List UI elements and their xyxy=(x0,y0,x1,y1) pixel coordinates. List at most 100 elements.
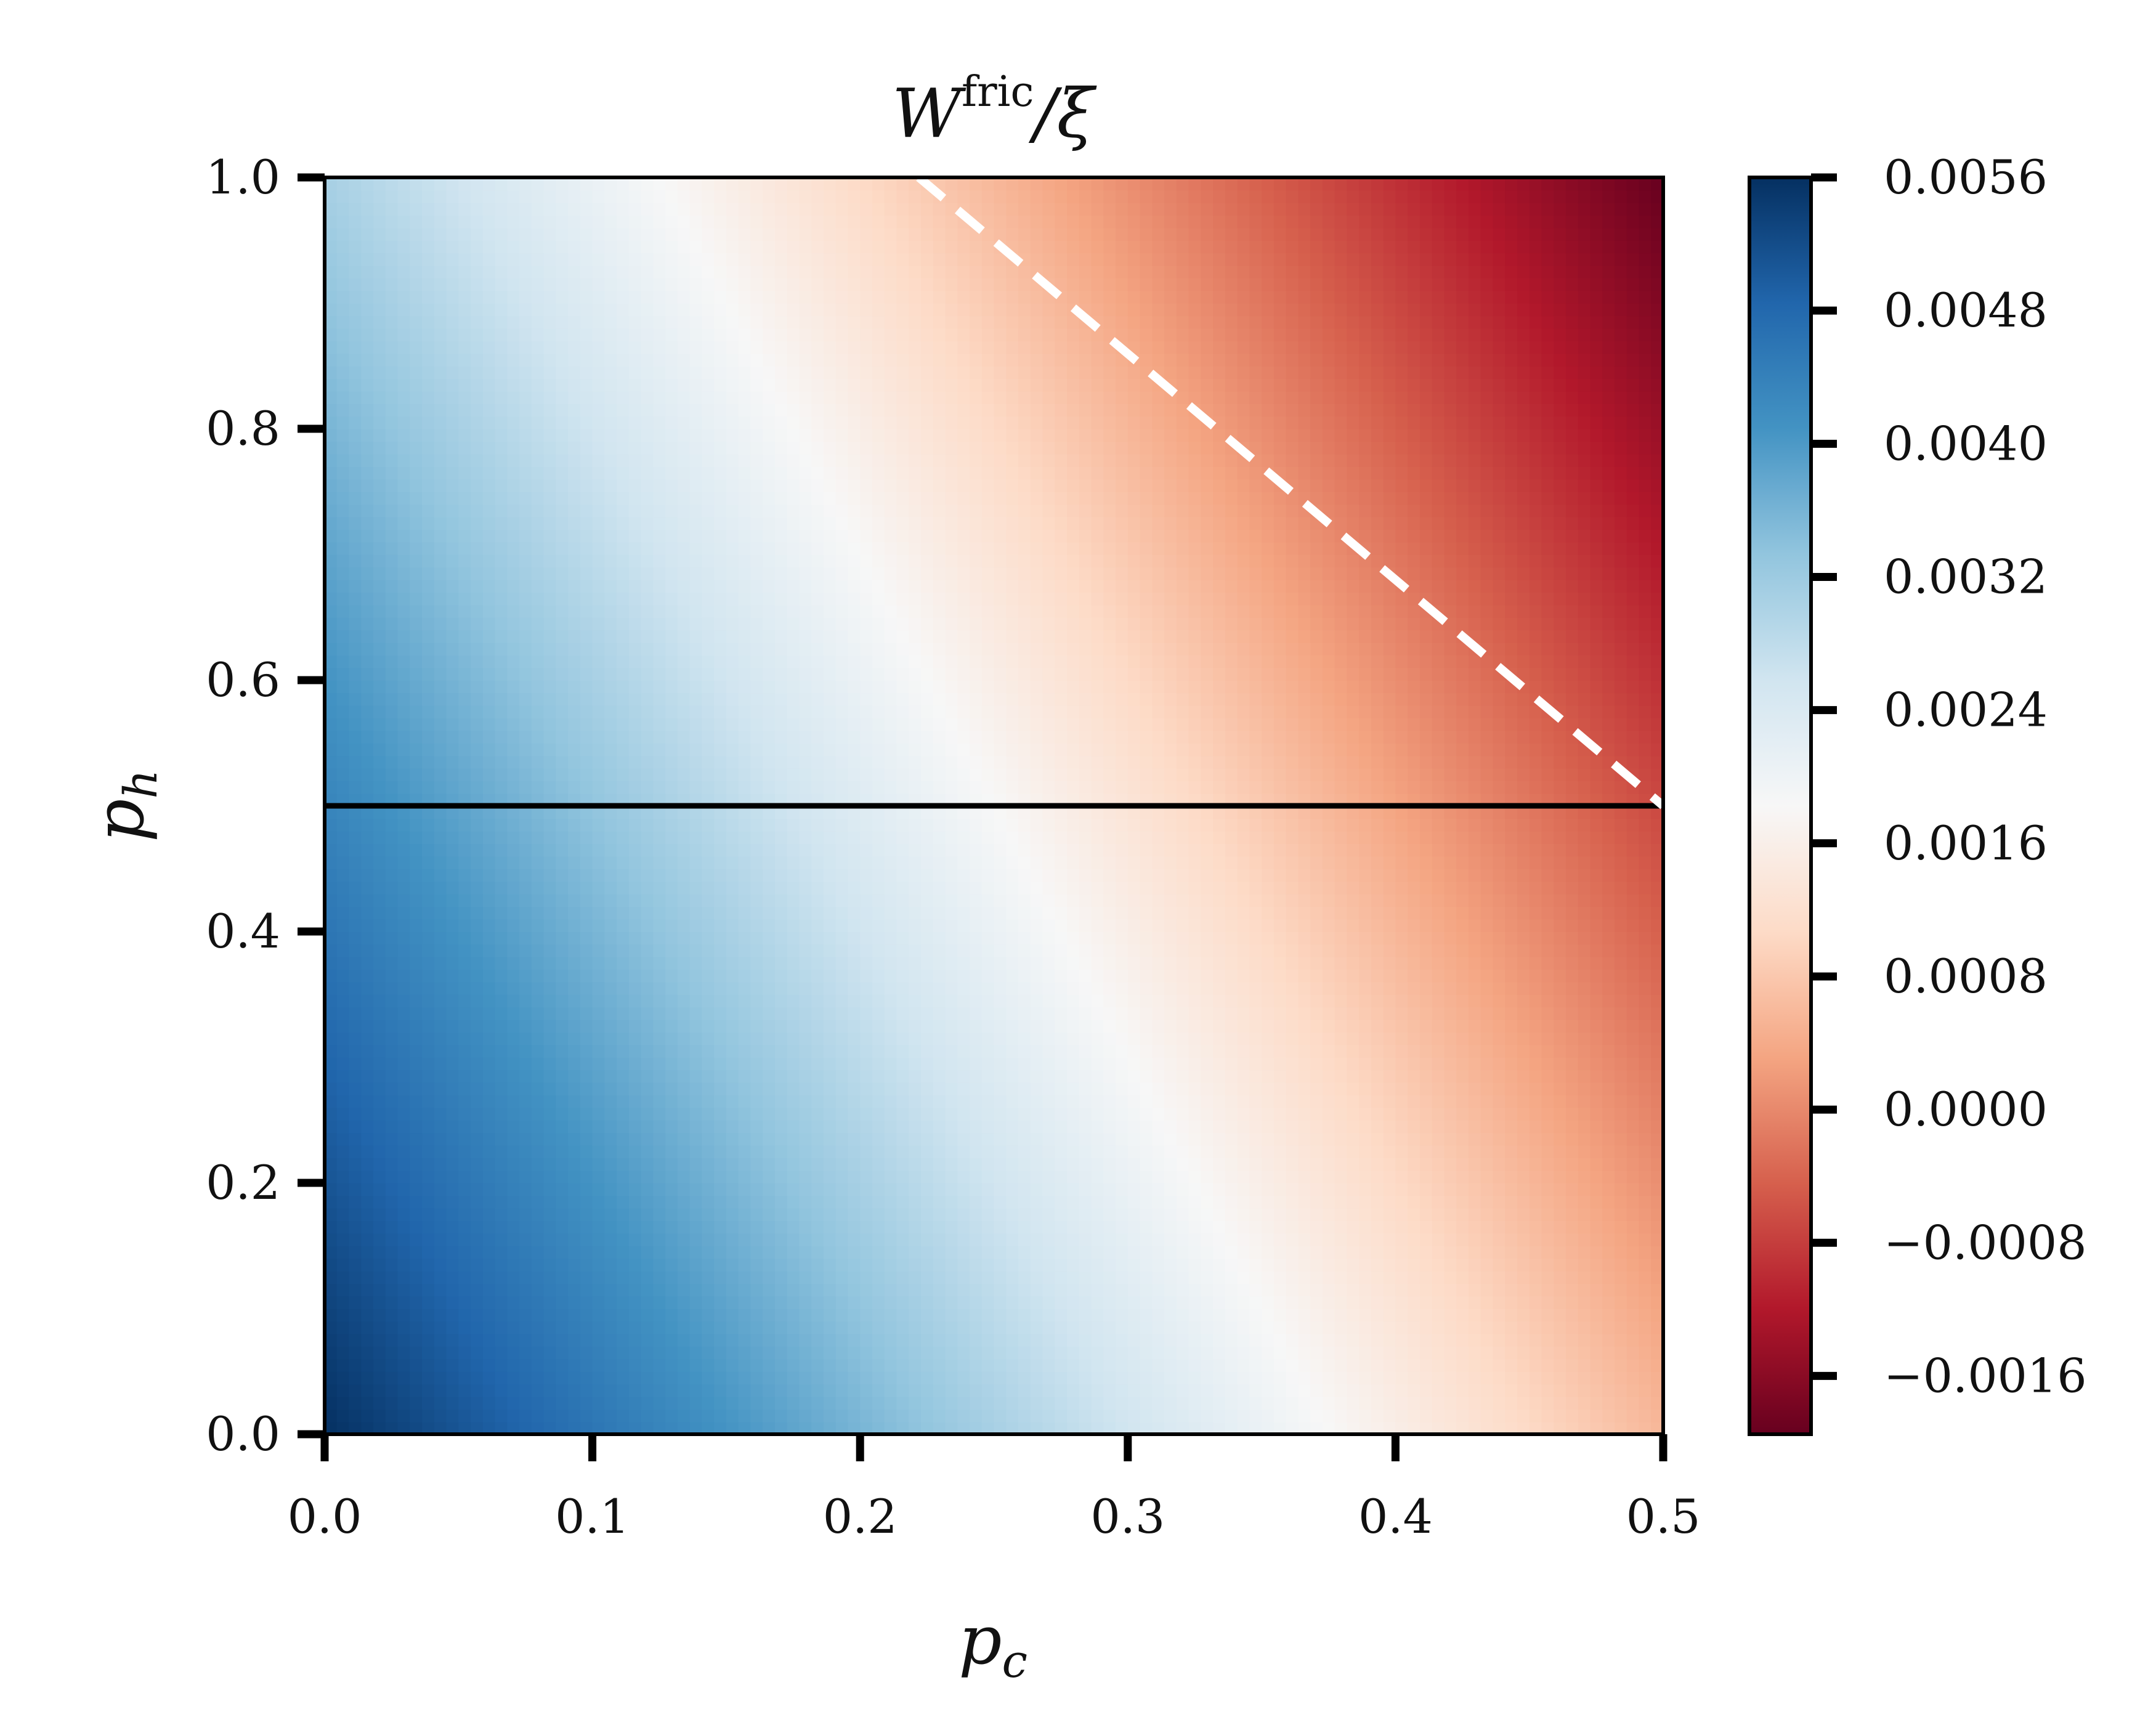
heatmap-cell xyxy=(410,705,423,718)
heatmap-cell xyxy=(543,1421,557,1434)
heatmap-cell xyxy=(434,730,447,744)
heatmap-cell xyxy=(568,516,581,530)
heatmap-cell xyxy=(689,604,703,618)
heatmap-cell xyxy=(799,567,812,580)
heatmap-cell xyxy=(896,919,910,932)
heatmap-cell xyxy=(592,1120,606,1134)
heatmap-cell xyxy=(519,1132,532,1146)
heatmap-cell xyxy=(556,743,569,757)
heatmap-cell xyxy=(361,1346,374,1360)
heatmap-cell xyxy=(665,1246,678,1259)
heatmap-cell xyxy=(422,630,435,643)
heatmap-cell xyxy=(750,994,763,1008)
heatmap-cell xyxy=(823,755,837,769)
heatmap-cell xyxy=(848,1296,861,1309)
heatmap-cell xyxy=(556,1195,569,1209)
heatmap-cell xyxy=(568,1208,581,1221)
heatmap-cell xyxy=(714,705,727,718)
heatmap-cell xyxy=(714,592,727,606)
heatmap-cell xyxy=(361,579,374,593)
heatmap-cell xyxy=(848,1132,861,1146)
heatmap-cell xyxy=(349,680,362,694)
heatmap-cell xyxy=(884,781,898,794)
heatmap-cell xyxy=(787,466,800,480)
heatmap-cell xyxy=(702,542,715,555)
heatmap-cell xyxy=(677,303,691,317)
heatmap-cell xyxy=(848,1107,861,1121)
heatmap-cell xyxy=(702,240,715,254)
heatmap-cell xyxy=(349,630,362,643)
heatmap-cell xyxy=(896,1396,910,1410)
heatmap-cell xyxy=(580,969,593,983)
heatmap-cell xyxy=(811,278,824,291)
heatmap-cell xyxy=(446,680,460,694)
heatmap-cell xyxy=(325,1409,338,1423)
heatmap-cell xyxy=(909,202,922,216)
heatmap-cell xyxy=(373,680,386,694)
heatmap-cell xyxy=(848,1145,861,1158)
heatmap-cell xyxy=(434,692,447,706)
heatmap-cell xyxy=(471,1120,484,1134)
heatmap-cell xyxy=(848,1095,861,1108)
heatmap-cell xyxy=(653,366,666,380)
heatmap-cell xyxy=(835,1371,849,1385)
heatmap-cell xyxy=(495,202,508,216)
heatmap-cell xyxy=(458,932,471,945)
heatmap-cell xyxy=(556,202,569,216)
heatmap-cell xyxy=(617,1082,630,1095)
heatmap-cell xyxy=(458,1070,471,1083)
heatmap-cell xyxy=(835,202,849,216)
heatmap-cell xyxy=(641,453,654,467)
heatmap-cell xyxy=(336,202,350,216)
heatmap-cell xyxy=(373,869,386,882)
heatmap-cell xyxy=(434,215,447,229)
heatmap-cell xyxy=(738,504,752,518)
heatmap-cell xyxy=(738,919,752,932)
heatmap-cell xyxy=(446,1019,460,1033)
heatmap-cell xyxy=(568,856,581,869)
heatmap-cell xyxy=(568,1057,581,1071)
heatmap-cell xyxy=(920,1019,934,1033)
heatmap-cell xyxy=(884,1082,898,1095)
heatmap-cell xyxy=(726,1158,739,1171)
heatmap-cell xyxy=(568,994,581,1008)
heatmap-cell xyxy=(884,227,898,241)
heatmap-cell xyxy=(714,1057,727,1071)
heatmap-cell xyxy=(641,1220,654,1234)
heatmap-cell xyxy=(385,856,399,869)
heatmap-cell xyxy=(543,315,557,329)
heatmap-cell xyxy=(799,492,812,505)
heatmap-cell xyxy=(738,416,752,429)
heatmap-cell xyxy=(543,994,557,1008)
heatmap-cell xyxy=(385,1195,399,1209)
heatmap-cell xyxy=(349,479,362,492)
heatmap-cell xyxy=(397,1208,411,1221)
heatmap-cell xyxy=(872,567,885,580)
heatmap-cell xyxy=(458,391,471,404)
heatmap-cell xyxy=(884,1358,898,1372)
heatmap-cell xyxy=(714,680,727,694)
heatmap-cell xyxy=(325,1421,338,1434)
heatmap-cell xyxy=(361,1095,374,1108)
heatmap-cell xyxy=(434,869,447,882)
heatmap-cell xyxy=(738,856,752,869)
heatmap-cell xyxy=(835,177,849,191)
heatmap-cell xyxy=(799,466,812,480)
heatmap-cell xyxy=(410,994,423,1008)
heatmap-cell xyxy=(458,479,471,492)
heatmap-cell xyxy=(446,542,460,555)
heatmap-cell xyxy=(336,1233,350,1246)
heatmap-cell xyxy=(677,479,691,492)
heatmap-cell xyxy=(653,441,666,455)
heatmap-cell xyxy=(336,290,350,304)
heatmap-cell xyxy=(397,1396,411,1410)
heatmap-cell xyxy=(446,1095,460,1108)
heatmap-cell xyxy=(410,667,423,681)
heatmap-cell xyxy=(531,680,545,694)
heatmap-cell xyxy=(811,667,824,681)
heatmap-cell xyxy=(787,391,800,404)
heatmap-cell xyxy=(787,743,800,757)
heatmap-cell xyxy=(848,265,861,278)
heatmap-cell xyxy=(543,1107,557,1121)
heatmap-cell xyxy=(787,604,800,618)
